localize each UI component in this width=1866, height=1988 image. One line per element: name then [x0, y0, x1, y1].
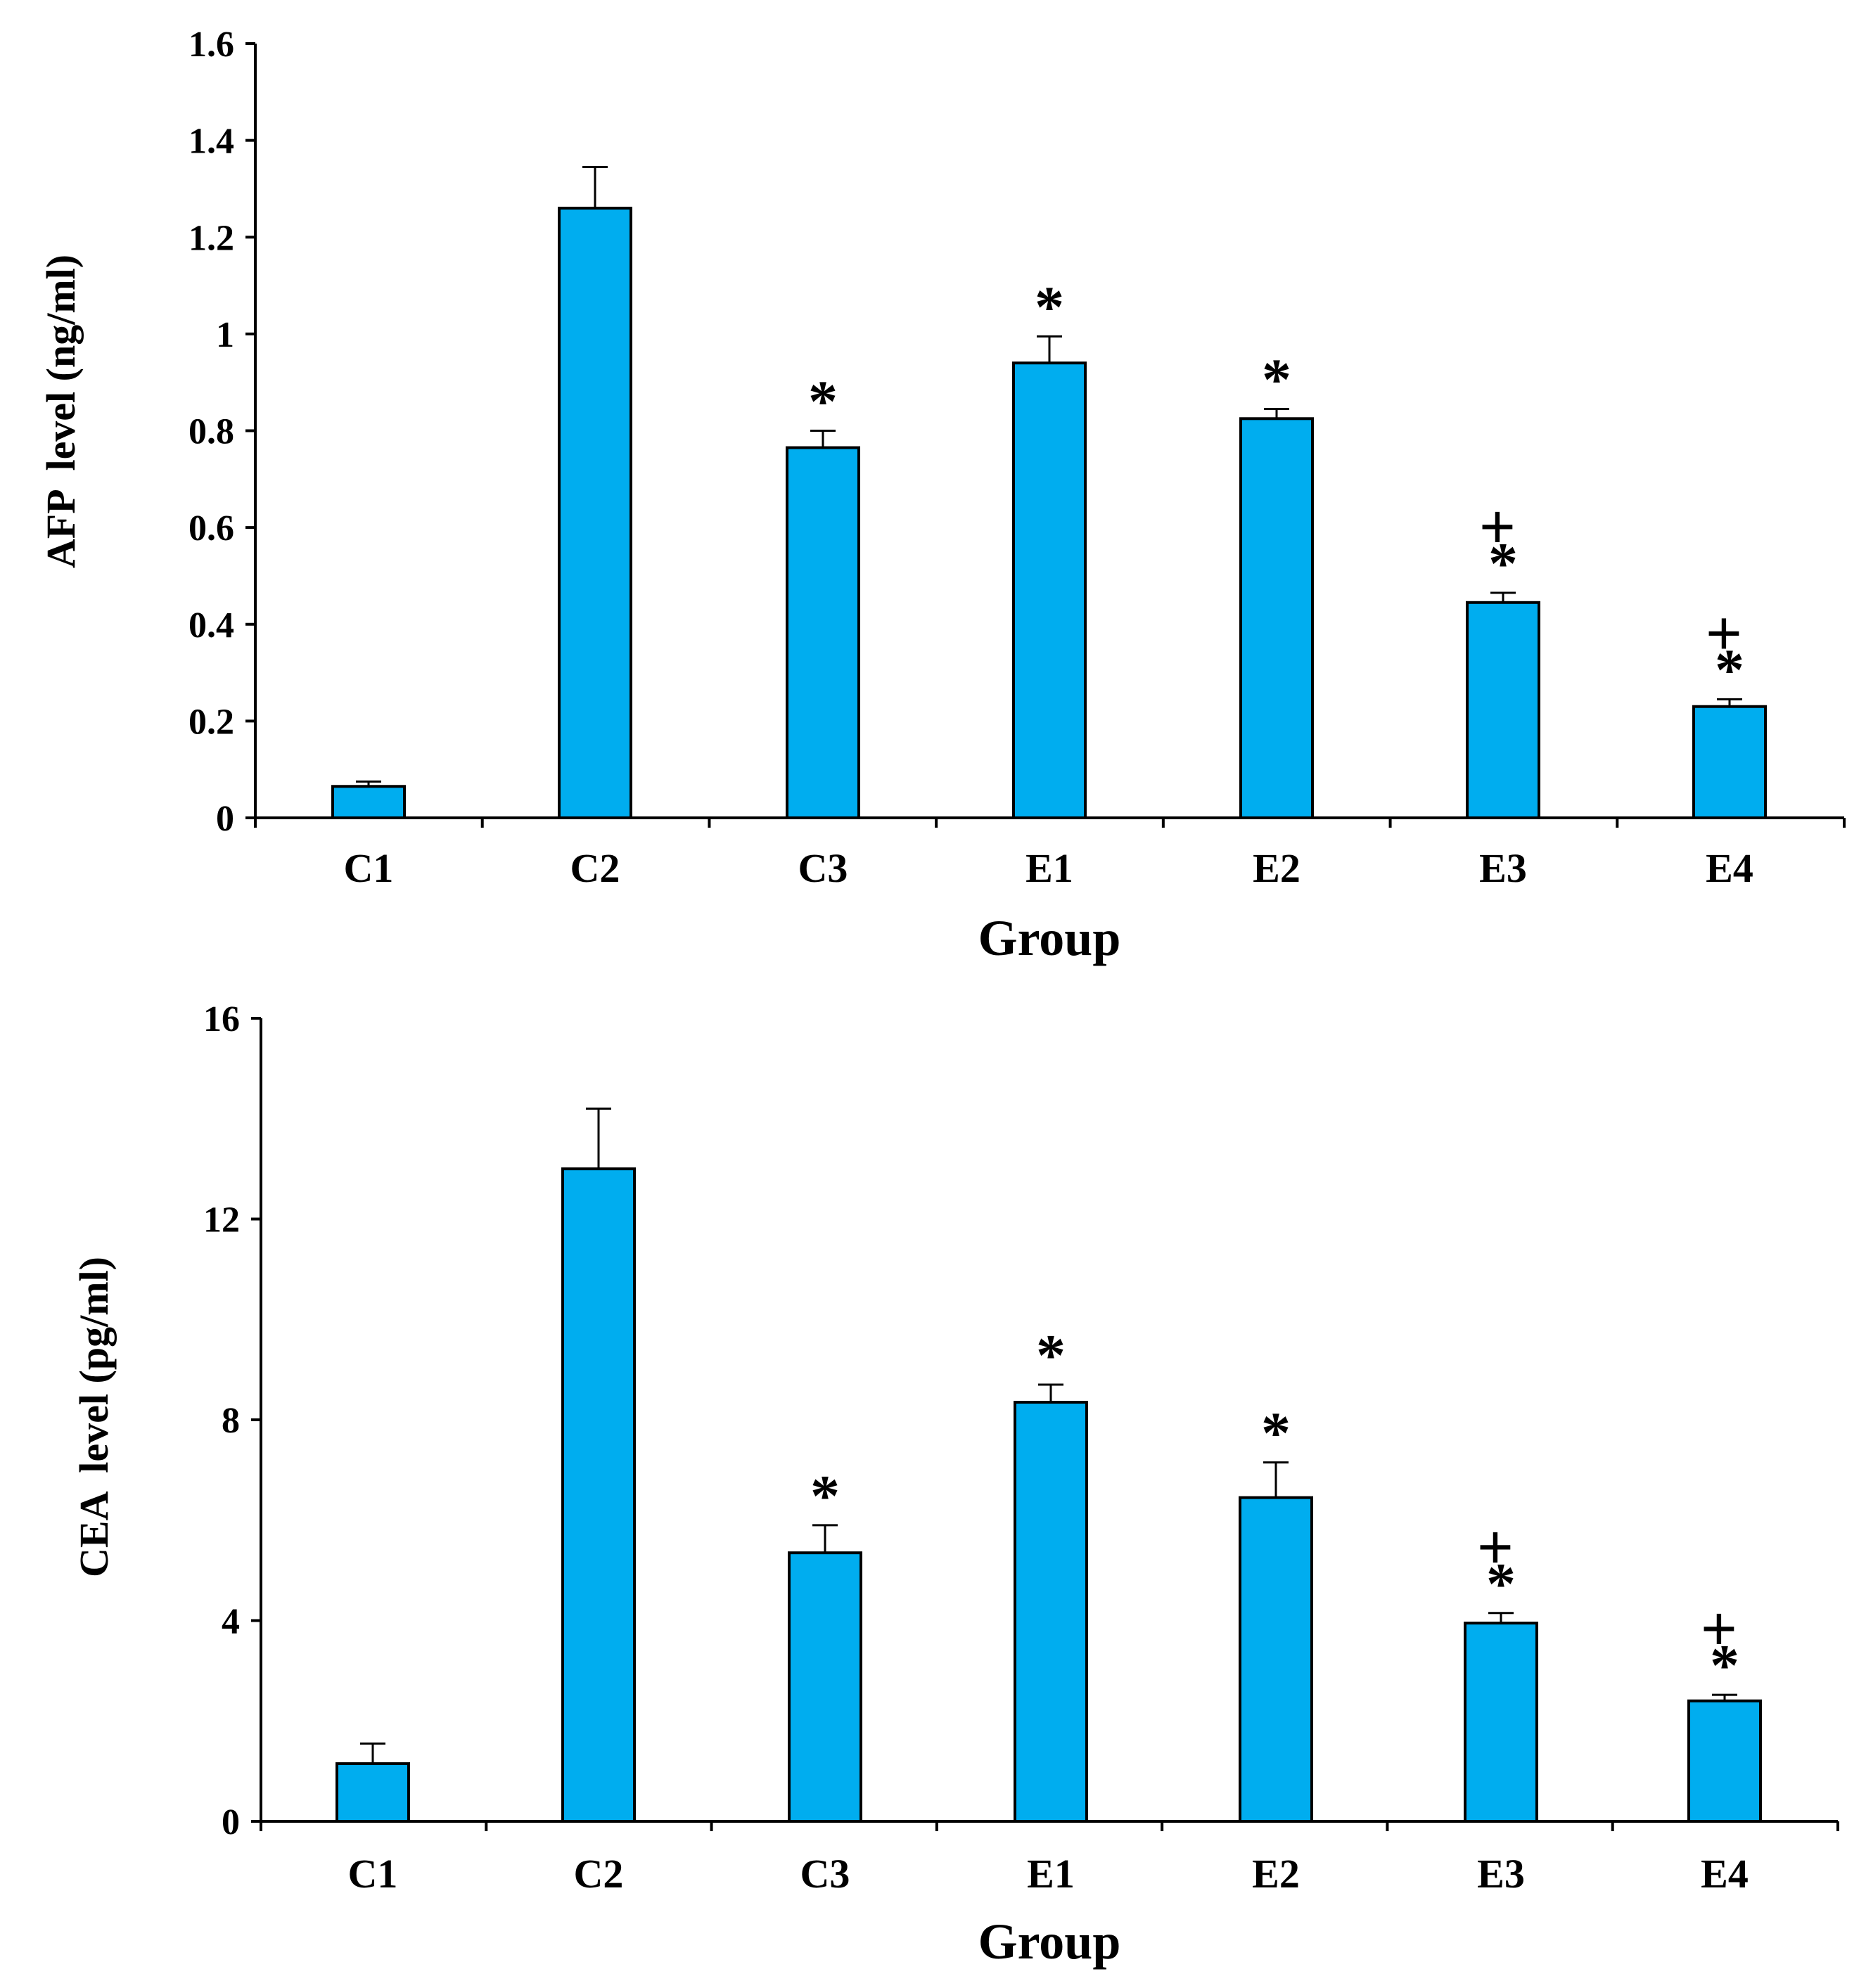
afp-bar-e2 [1239, 417, 1314, 819]
cea-bar-c3 [788, 1551, 862, 1823]
afp-error-bar-e3 [1490, 591, 1516, 603]
cea-error-bar-c1 [360, 1742, 385, 1764]
cea-x-tick-label: E2 [1252, 1851, 1300, 1897]
afp-x-tick-label: C3 [798, 845, 848, 891]
afp-x-tick-label: E1 [1025, 845, 1073, 891]
cea-y-tick-label: 4 [222, 1602, 240, 1642]
afp-error-bar-c3 [810, 430, 836, 448]
afp-bar-e4 [1692, 705, 1767, 820]
afp-y-ticks: 0 0.2 0.4 0.6 0.8 1 1.2 1.4 1.6 [188, 25, 255, 839]
afp-bar-e1 [1012, 361, 1087, 819]
cea-error-bar-e4 [1712, 1693, 1737, 1701]
afp-x-ticks: C1 C2 C3 E1 E2 E3 E4 [254, 818, 1846, 891]
cea-plus-mark-e3: + [1477, 1512, 1513, 1582]
cea-x-ticks: C1 C2 C3 E1 E2 E3 E4 [260, 1821, 1839, 1897]
afp-plus-mark-e3: + [1479, 492, 1515, 561]
cea-error-bar-e2 [1263, 1461, 1289, 1498]
cea-bars: ****+*+ [336, 1107, 1762, 1823]
cea-bar-c1 [336, 1762, 410, 1823]
cea-bar-e4 [1687, 1699, 1762, 1823]
afp-x-axis-label: Group [978, 910, 1121, 966]
afp-significance-star-e3: * [1488, 531, 1518, 596]
afp-error-bar-c1 [356, 780, 381, 787]
cea-significance-star-e3: * [1486, 1551, 1516, 1617]
afp-bar-c3 [786, 446, 860, 819]
cea-significance-star-e4: * [1710, 1633, 1739, 1698]
afp-error-bar-e2 [1264, 408, 1289, 419]
cea-y-ticks: 0 4 8 12 16 [203, 999, 261, 1842]
cea-y-tick-label: 0 [222, 1802, 240, 1842]
afp-y-tick-label: 1.6 [188, 25, 234, 65]
cea-x-tick-label: E3 [1477, 1851, 1525, 1897]
cea-x-tick-label: C3 [800, 1851, 850, 1897]
afp-x-tick-label: E3 [1479, 845, 1527, 891]
cea-bar-e1 [1014, 1401, 1088, 1823]
afp-bar-e3 [1466, 601, 1540, 819]
afp-y-tick-label: 0.6 [188, 508, 234, 549]
cea-error-bar-c3 [812, 1524, 838, 1553]
afp-y-tick-label: 0.8 [188, 412, 234, 452]
cea-error-bar-e3 [1488, 1612, 1514, 1624]
cea-x-tick-label: C1 [348, 1851, 398, 1897]
afp-panel: 00.20.40.60.811.21.41.6 ****+*+ C1 C2 C3 E1… [38, 25, 1846, 966]
afp-significance-star-e1: * [1035, 274, 1064, 340]
afp-x-tick-label: E4 [1706, 845, 1753, 891]
afp-y-tick-label: 1 [216, 315, 234, 355]
afp-y-axis-label: AFP level (ng/ml) [38, 255, 84, 568]
afp-y-tick-label: 1.2 [188, 218, 234, 258]
afp-x-tick-label: C1 [344, 845, 394, 891]
cea-x-tick-label: E1 [1027, 1851, 1075, 1897]
afp-y-tick-label: 0.4 [188, 605, 234, 646]
afp-x-tick-label: C2 [570, 845, 620, 891]
afp-significance-star-e4: * [1715, 637, 1744, 703]
afp-error-bar-c2 [582, 165, 608, 208]
afp-bars: ****+*+ [331, 165, 1767, 820]
afp-bar-c1 [331, 785, 406, 819]
cea-bar-e2 [1239, 1496, 1313, 1823]
afp-y-tick-label: 0 [216, 799, 234, 839]
afp-y-tick-label: 0.2 [188, 702, 234, 742]
cea-y-tick-label: 8 [222, 1401, 240, 1441]
afp-significance-star-e2: * [1262, 347, 1291, 413]
afp-bar-c2 [558, 206, 632, 819]
cea-bar-c2 [561, 1167, 636, 1823]
cea-significance-star-c3: * [810, 1463, 840, 1529]
cea-x-axis-label: Group [978, 1913, 1121, 1970]
cea-error-bar-e1 [1038, 1383, 1063, 1403]
afp-error-bar-e1 [1037, 335, 1062, 364]
afp-x-tick-label: E2 [1253, 845, 1301, 891]
cea-x-tick-label: E4 [1701, 1851, 1749, 1897]
afp-error-bar-e4 [1717, 698, 1742, 707]
afp-plus-mark-e4: + [1706, 598, 1742, 667]
cea-error-bar-c2 [586, 1107, 611, 1169]
cea-x-tick-label: C2 [574, 1851, 624, 1897]
cea-significance-star-e2: * [1261, 1401, 1291, 1466]
cea-significance-star-e1: * [1036, 1323, 1066, 1388]
cea-y-tick-label: 12 [203, 1200, 240, 1240]
afp-y-tick-label: 1.4 [188, 122, 234, 162]
cea-bar-e3 [1464, 1622, 1538, 1823]
afp-significance-star-c3: * [808, 369, 838, 435]
cea-y-axis-label: CEA level (pg/ml) [71, 1257, 117, 1577]
cea-plus-mark-e4: + [1701, 1593, 1737, 1663]
cea-y-tick-label: 16 [203, 999, 240, 1039]
